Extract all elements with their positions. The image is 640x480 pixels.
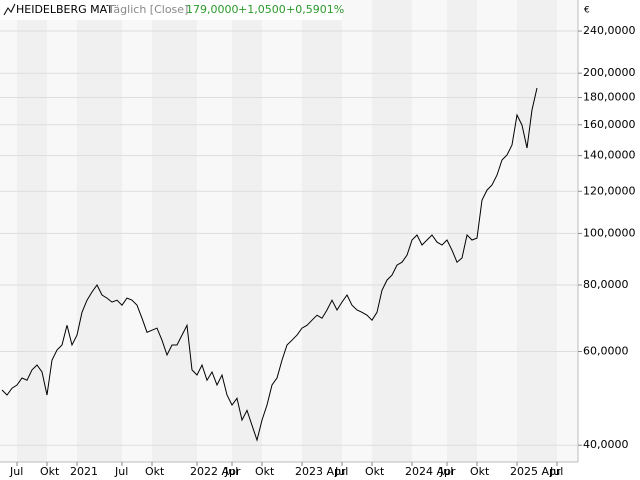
x-tick-label: 2022 Apr	[190, 465, 241, 478]
band	[77, 0, 122, 462]
y-tick-label: 40,0000	[583, 438, 629, 451]
band	[447, 0, 477, 462]
x-tick-label: Jul	[114, 465, 128, 478]
change: +1,0500	[238, 3, 286, 16]
y-tick-label: 200,0000	[583, 66, 636, 79]
y-tick-label: 60,0000	[583, 344, 629, 357]
y-tick-label: 120,0000	[583, 184, 636, 197]
x-tick-label: Okt	[255, 465, 275, 478]
x-tick-label: Jul	[224, 465, 238, 478]
x-tick-label: 2023 Apr	[295, 465, 346, 478]
band	[17, 0, 47, 462]
band	[517, 0, 557, 462]
y-tick-label: 100,0000	[583, 226, 636, 239]
x-tick-label: Jul	[439, 465, 453, 478]
band	[262, 0, 302, 462]
instrument: HEIDELBERG MAT	[16, 3, 113, 16]
band	[342, 0, 372, 462]
mode: Täglich [Close]	[107, 3, 188, 16]
background	[0, 0, 578, 462]
icon	[3, 3, 16, 16]
x-tick-label: 2024 Apr	[405, 465, 456, 478]
x-tick-label: Okt	[470, 465, 490, 478]
x-tick-label: Okt	[365, 465, 385, 478]
band	[47, 0, 77, 462]
y-tick-label: 140,0000	[583, 149, 636, 162]
band	[232, 0, 262, 462]
band	[0, 0, 17, 462]
y-tick-label: 80,0000	[583, 278, 629, 291]
band	[122, 0, 152, 462]
y-tick-label: 180,0000	[583, 91, 636, 104]
band	[372, 0, 412, 462]
x-tick-label: Jul	[334, 465, 348, 478]
band	[302, 0, 342, 462]
x-tick-label: 2021	[70, 465, 98, 478]
change-pct: +0,5901%	[286, 3, 344, 16]
y-tick-label: 240,0000	[583, 24, 636, 37]
x-tick-label: Okt	[145, 465, 165, 478]
band	[412, 0, 447, 462]
x-tick-label: Okt	[40, 465, 60, 478]
band	[152, 0, 197, 462]
band	[197, 0, 232, 462]
x-tick-label: Jul	[549, 465, 563, 478]
band	[557, 0, 578, 462]
header-bg	[0, 0, 342, 20]
x-tick-label: 2025 Apr	[510, 465, 561, 478]
price: 179,0000	[186, 3, 239, 16]
price-line	[1, 87, 538, 442]
currency: €	[584, 6, 590, 16]
band	[477, 0, 517, 462]
y-tick-label: 160,0000	[583, 118, 636, 131]
x-tick-label: Jul	[9, 465, 23, 478]
